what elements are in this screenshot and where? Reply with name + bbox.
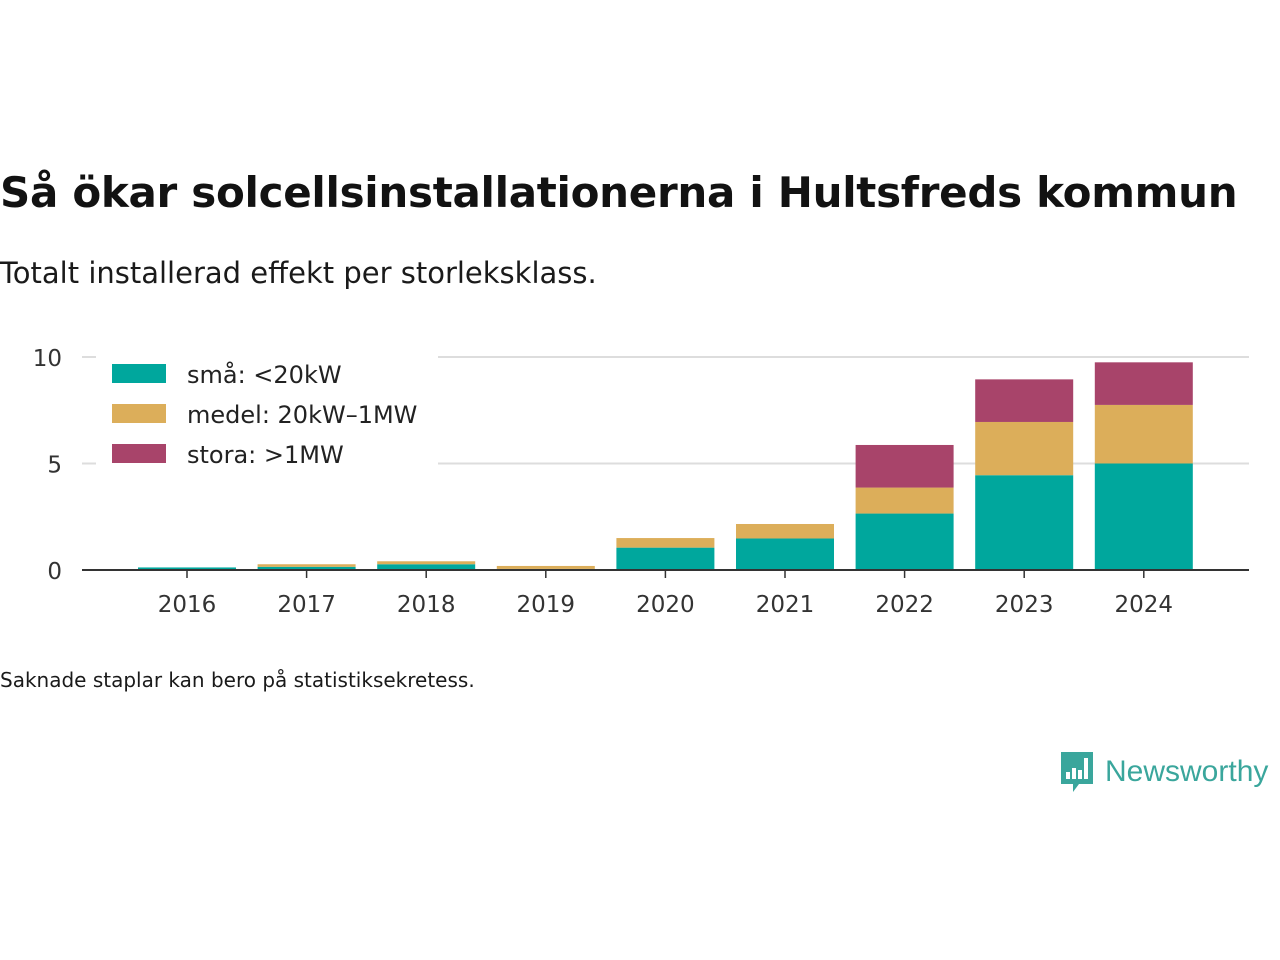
bar-2024-series-1: [1094, 463, 1193, 570]
x-tick-label: 2018: [397, 592, 456, 618]
chart-subtitle: Totalt installerad effekt per storlekskl…: [0, 256, 597, 290]
legend-label: stora: >1MW: [187, 441, 344, 469]
y-tick-label: 10: [33, 346, 62, 372]
bar-2020-series-2: [616, 538, 715, 548]
x-tick-label: 2023: [995, 592, 1054, 618]
bar-2024-series-2: [1094, 404, 1193, 464]
x-tick-label: 2017: [277, 592, 336, 618]
chart-title: Så ökar solcellsinstallationerna i Hults…: [0, 168, 1238, 217]
bar-2022-series-1: [855, 513, 954, 570]
y-tick-label: 5: [47, 453, 62, 479]
x-tick-label: 2019: [517, 592, 576, 618]
legend: små: <20kW medel: 20kW–1MW stora: >1MW: [96, 352, 438, 478]
bar-2021-series-1: [736, 538, 834, 570]
x-tick-label: 2024: [1115, 592, 1174, 618]
bar-2023-series-1: [975, 475, 1074, 570]
y-tick-label: 0: [47, 559, 62, 585]
bar-2018-series-1: [377, 564, 476, 570]
x-tick-label: 2016: [158, 592, 217, 618]
bar-2023-series-3: [975, 379, 1074, 422]
x-tick-label: 2021: [756, 592, 815, 618]
bar-2019-series-2: [496, 565, 595, 569]
bar-2020-series-1: [616, 547, 715, 570]
bars: [138, 362, 1193, 570]
stacked-bar-chart: 0 5 10 2016 2017 2018 2019 2020 2021 2022 2023 2024…: [33, 346, 1249, 618]
bar-2024-series-3: [1094, 362, 1193, 405]
x-tick-label: 2020: [636, 592, 695, 618]
legend-swatch: [112, 444, 166, 463]
bar-2017-series-1: [257, 566, 356, 570]
legend-label: små: <20kW: [187, 360, 342, 389]
brand-name: Newsworthy: [1105, 755, 1269, 788]
legend-swatch: [112, 404, 166, 423]
bar-2016-series-1: [138, 567, 236, 570]
newsworthy-logo-icon: [1061, 752, 1093, 792]
bar-2022-series-2: [855, 487, 954, 514]
bar-2023-series-2: [975, 421, 1074, 476]
legend-label: medel: 20kW–1MW: [187, 401, 417, 429]
legend-swatch: [112, 364, 166, 383]
bar-2021-series-2: [736, 523, 834, 539]
bar-2022-series-3: [855, 444, 954, 488]
axes: 0 5 10 2016 2017 2018 2019 2020 2021 2022 2023 2024: [33, 346, 1249, 618]
bar-2018-series-2: [377, 561, 476, 565]
footnote: Saknade staplar kan bero på statistiksek…: [0, 668, 475, 692]
x-tick-label: 2022: [875, 592, 934, 618]
bar-2017-series-2: [257, 564, 356, 567]
brand-logo: Newsworthy: [1059, 750, 1268, 794]
